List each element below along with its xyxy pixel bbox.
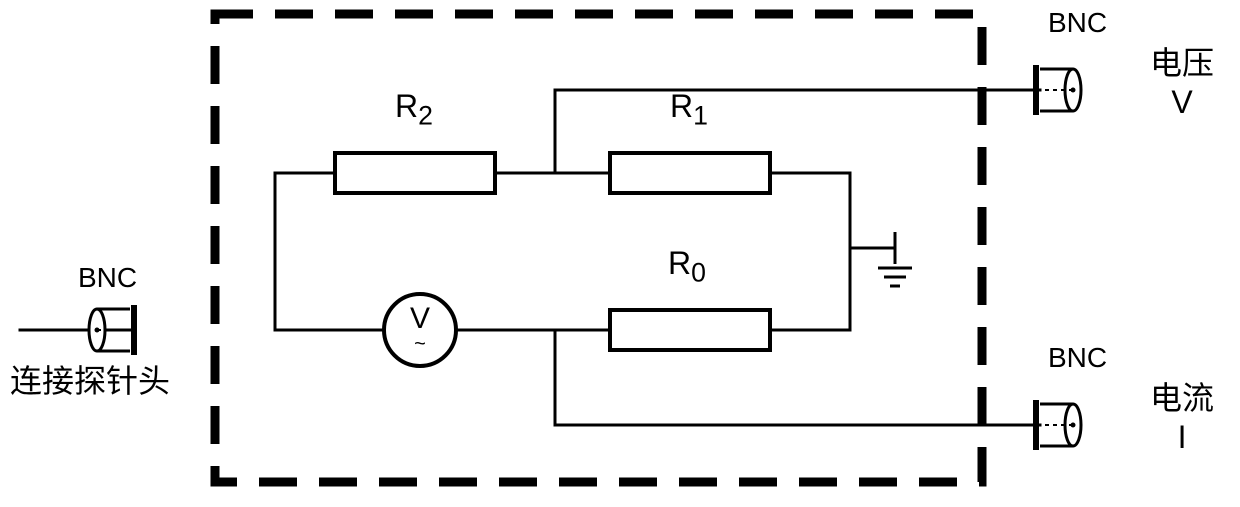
svg-text:~: ~ xyxy=(414,333,426,355)
label-bnc-botR: BNC xyxy=(1048,342,1107,374)
label-current: 电流I xyxy=(1150,373,1214,456)
label-bnc-left: BNC xyxy=(78,262,137,294)
label-bnc-topR: BNC xyxy=(1048,7,1107,39)
label-probe: 连接探针头 xyxy=(10,356,170,402)
circuit-diagram: V~ R2 R1 R0 BNC BNC BNC 连接探针头 电压V 电流I xyxy=(0,0,1240,507)
label-r2: R2 xyxy=(395,88,433,131)
svg-text:V: V xyxy=(410,302,430,335)
label-r1: R1 xyxy=(670,88,708,131)
label-voltage: 电压V xyxy=(1150,38,1214,121)
circuit-svg: V~ xyxy=(0,0,1240,507)
label-r0: R0 xyxy=(668,245,706,288)
